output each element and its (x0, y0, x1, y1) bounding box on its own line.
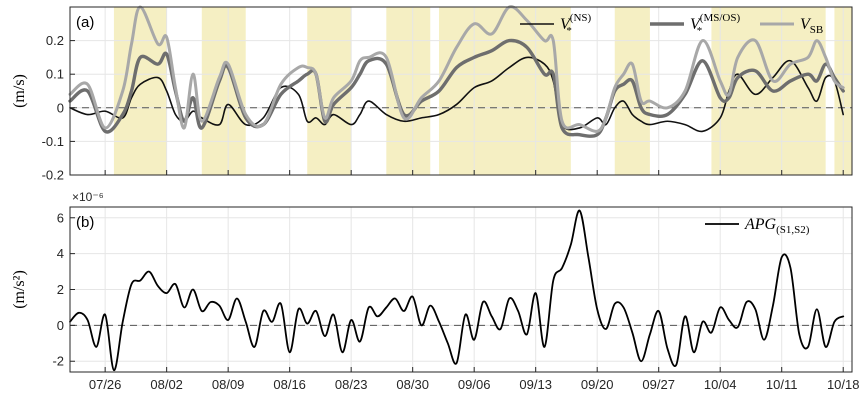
shaded-period (614, 7, 650, 175)
y-multiplier-label: ×10⁻⁶ (72, 190, 104, 204)
series-line (68, 5, 845, 133)
y-tick-label: -2 (52, 354, 64, 369)
x-tick-label: 10/04 (704, 377, 737, 392)
series-line (68, 38, 845, 138)
panel-b: -2 0 2 4 6 07/26 08/02 08/09 08/16 08/23 08/30 09/… (11, 190, 859, 392)
panel-a-y-ticks: -0.2 -0.1 0 0.1 0.2 (42, 33, 75, 183)
shaded-periods (113, 7, 852, 175)
panel-a: -0.2-0.100.10.2 (a) (m/s) V(NS) * V(MS/OS)… (11, 5, 853, 183)
legend-subscript: * (566, 25, 572, 37)
y-tick-label: 0.1 (46, 67, 64, 82)
legend-subscript: SB (810, 24, 823, 36)
shaded-period (439, 7, 571, 175)
legend-main: V (800, 16, 812, 33)
y-tick-label: 0.2 (46, 33, 64, 48)
shaded-period (386, 7, 431, 175)
panel-b-series (69, 209, 845, 372)
panel-a-frame (69, 6, 853, 176)
x-tick-label: 09/06 (458, 377, 491, 392)
y-tick-label: 6 (57, 210, 64, 225)
legend-superscript: (MS/OS) (700, 12, 741, 24)
legend-main: V (690, 16, 702, 33)
y-tick-label: -0.1 (42, 134, 64, 149)
shaded-period (201, 7, 246, 175)
panel-a-label: (a) (76, 14, 94, 31)
y-tick-label: 2 (57, 282, 64, 297)
legend-subscript: * (697, 25, 703, 37)
panel-a-y-axis-label: (m/s) (11, 74, 28, 108)
y-tick-label: -0.2 (42, 168, 64, 183)
x-tick-label: 07/26 (89, 377, 122, 392)
panel-a-x-ticks (104, 170, 844, 175)
x-tick-label: 08/02 (150, 377, 183, 392)
panel-b-y-axis-label: (m/s²) (11, 270, 28, 309)
legend-label: V(NS) * (560, 12, 592, 37)
legend-main: APG (744, 216, 777, 233)
legend-label: VSB (800, 16, 823, 36)
series-line (69, 209, 845, 372)
x-tick-label: 10/18 (827, 377, 860, 392)
panel-b-label: (b) (76, 214, 94, 231)
legend-main: V (560, 16, 572, 33)
legend-superscript: (NS) (570, 12, 592, 24)
x-tick-label: 10/11 (766, 377, 798, 392)
panel-b-y-ticks: -2 0 2 4 6 (52, 210, 75, 369)
legend-label: APG(S1,S2) (744, 216, 810, 236)
x-tick-label: 08/23 (335, 377, 368, 392)
series-line (69, 56, 845, 133)
x-tick-label: 09/20 (581, 377, 614, 392)
panel-a-series (68, 5, 845, 138)
legend-label: V(MS/OS) * (690, 12, 740, 37)
panel-b-legend: APG(S1,S2) (705, 216, 810, 236)
legend-subscript: (S1,S2) (776, 224, 810, 236)
x-tick-label: 08/09 (212, 377, 245, 392)
y-tick-label: 4 (57, 246, 64, 261)
y-tick-label: 0 (57, 318, 64, 333)
panel-a-legend: V(NS) * V(MS/OS) * VSB (520, 12, 823, 37)
panel-b-x-ticks: 07/26 08/02 08/09 08/16 08/23 08/30 09/06 09/13… (89, 367, 860, 392)
x-tick-label: 09/13 (519, 377, 552, 392)
x-tick-label: 08/30 (396, 377, 429, 392)
x-tick-label: 09/27 (642, 377, 675, 392)
shaded-period (307, 7, 352, 175)
y-tick-label: 0 (57, 100, 64, 115)
x-tick-label: 08/16 (273, 377, 306, 392)
